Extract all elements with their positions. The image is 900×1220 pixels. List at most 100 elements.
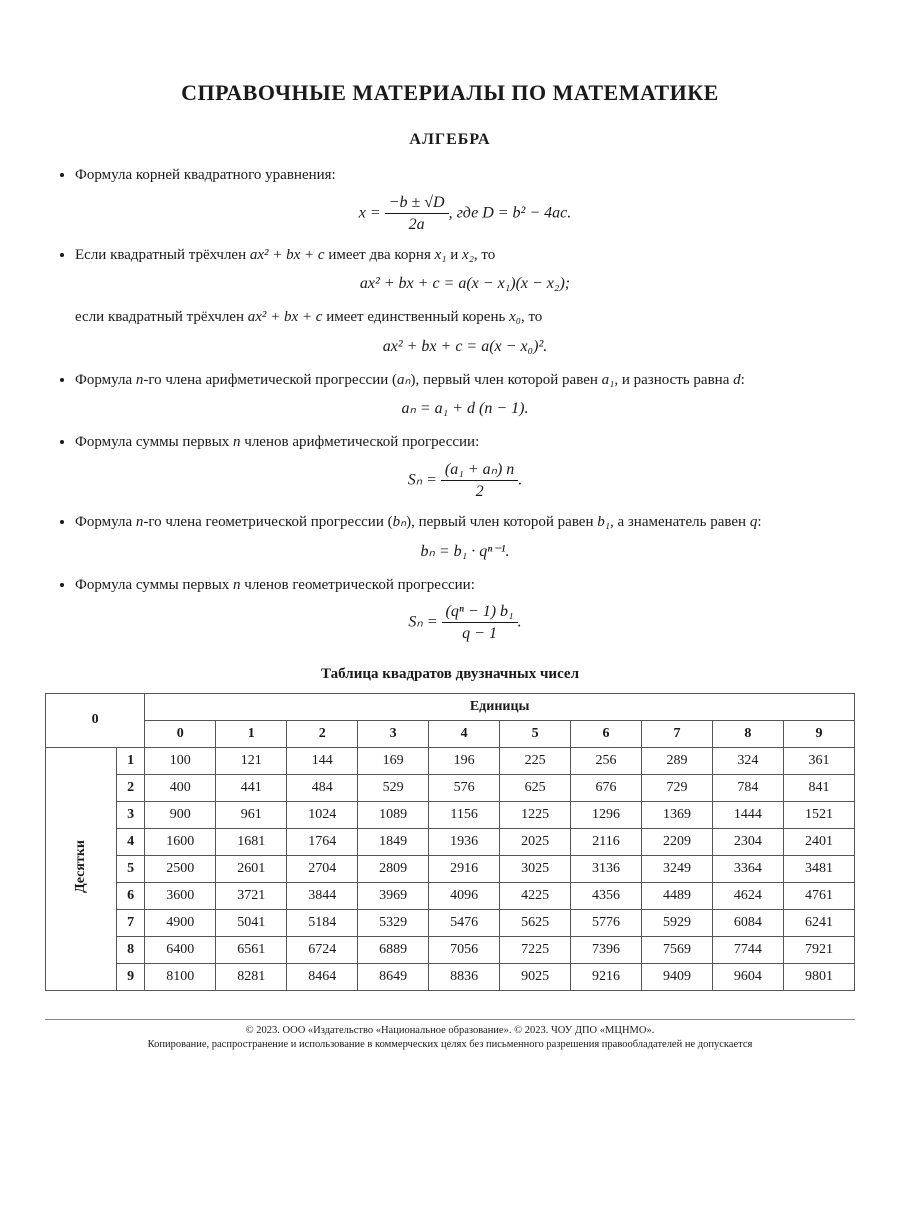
table-cell: 6724 bbox=[287, 936, 358, 963]
formula-fraction: −b ± √D 2a bbox=[385, 193, 449, 234]
col-header: 9 bbox=[783, 720, 854, 747]
var: x₀ bbox=[509, 309, 521, 325]
fraction-num: (a₁ + aₙ) n bbox=[441, 460, 518, 481]
table-cell: 8836 bbox=[429, 963, 500, 990]
table-cell: 1296 bbox=[571, 801, 642, 828]
table-cell: 256 bbox=[571, 747, 642, 774]
continuation: если квадратный трёхчлен ax² + bx + c им… bbox=[75, 306, 855, 329]
table-cell: 4900 bbox=[145, 909, 216, 936]
formula-arith-term: aₙ = a₁ + d (n − 1). bbox=[75, 397, 855, 421]
table-cell: 9801 bbox=[783, 963, 854, 990]
table-cell: 3249 bbox=[642, 855, 713, 882]
table-cell: 361 bbox=[783, 747, 854, 774]
table-cell: 2304 bbox=[712, 828, 783, 855]
table-cell: 6561 bbox=[216, 936, 287, 963]
table-cell: 121 bbox=[216, 747, 287, 774]
table-cell: 3364 bbox=[712, 855, 783, 882]
table-cell: 1444 bbox=[712, 801, 783, 828]
col-header: 0 bbox=[145, 720, 216, 747]
text: , то bbox=[474, 247, 495, 263]
table-cell: 5329 bbox=[358, 909, 429, 936]
squares-table: 0Единицы0123456789Десятки110012114416919… bbox=[45, 693, 855, 991]
var: x₁ bbox=[435, 247, 447, 263]
table-cell: 9409 bbox=[642, 963, 713, 990]
formula-tail: , где D = b² − 4ac. bbox=[449, 204, 572, 221]
formula-tail: . bbox=[518, 471, 522, 488]
var: n bbox=[233, 577, 241, 593]
footer-line-2: Копирование, распространение и использов… bbox=[45, 1038, 855, 1052]
bullet-list: Формула корней квадратного уравнения: x … bbox=[45, 164, 855, 644]
table-cell: 400 bbox=[145, 774, 216, 801]
table-cell: 441 bbox=[216, 774, 287, 801]
formula-geom-term: bₙ = b₁ · qⁿ⁻¹. bbox=[75, 540, 855, 564]
table-cell: 4761 bbox=[783, 882, 854, 909]
table-cell: 484 bbox=[287, 774, 358, 801]
table-cell: 9025 bbox=[500, 963, 571, 990]
table-cell: 1225 bbox=[500, 801, 571, 828]
table-cell: 8649 bbox=[358, 963, 429, 990]
table-cell: 2025 bbox=[500, 828, 571, 855]
var: n bbox=[233, 434, 241, 450]
row-header: 4 bbox=[116, 828, 144, 855]
squares-table-title: Таблица квадратов двузначных чисел bbox=[45, 666, 855, 683]
bullet-arith-term: Формула n-го члена арифметической прогре… bbox=[75, 369, 855, 422]
fraction-den: 2a bbox=[385, 214, 449, 234]
table-cell: 729 bbox=[642, 774, 713, 801]
fraction-num: −b ± √D bbox=[385, 193, 449, 214]
table-cell: 3721 bbox=[216, 882, 287, 909]
text: , а знаменатель равен bbox=[610, 514, 750, 530]
table-cell: 784 bbox=[712, 774, 783, 801]
col-header: 6 bbox=[571, 720, 642, 747]
formula-quadratic: x = −b ± √D 2a , где D = b² − 4ac. bbox=[75, 193, 855, 234]
table-cell: 6241 bbox=[783, 909, 854, 936]
row-header: 6 bbox=[116, 882, 144, 909]
table-cell: 144 bbox=[287, 747, 358, 774]
table-cell: 5776 bbox=[571, 909, 642, 936]
table-cell: 169 bbox=[358, 747, 429, 774]
table-cell: 2704 bbox=[287, 855, 358, 882]
table-cell: 3844 bbox=[287, 882, 358, 909]
table-cell: 4624 bbox=[712, 882, 783, 909]
row-header: 3 bbox=[116, 801, 144, 828]
page-title: СПРАВОЧНЫЕ МАТЕРИАЛЫ ПО МАТЕМАТИКЕ bbox=[45, 80, 855, 106]
table-cell: 7225 bbox=[500, 936, 571, 963]
col-header: 5 bbox=[500, 720, 571, 747]
bullet-text: Формула корней квадратного уравнения: bbox=[75, 167, 336, 183]
text: ), первый член которой равен bbox=[406, 514, 597, 530]
bullet-quadratic-roots: Формула корней квадратного уравнения: x … bbox=[75, 164, 855, 234]
table-cell: 4225 bbox=[500, 882, 571, 909]
table-cell: 841 bbox=[783, 774, 854, 801]
text: и bbox=[447, 247, 463, 263]
table-cell: 5184 bbox=[287, 909, 358, 936]
text: если квадратный трёхчлен bbox=[75, 309, 248, 325]
table-cell: 7744 bbox=[712, 936, 783, 963]
text: имеет единственный корень bbox=[322, 309, 509, 325]
bullet-geom-sum: Формула суммы первых n членов геометриче… bbox=[75, 574, 855, 644]
formula-lhs: Sₙ = bbox=[408, 614, 437, 631]
table-cell: 2209 bbox=[642, 828, 713, 855]
table-cell: 8281 bbox=[216, 963, 287, 990]
table-cell: 8100 bbox=[145, 963, 216, 990]
table-cell: 6400 bbox=[145, 936, 216, 963]
table-cell: 2601 bbox=[216, 855, 287, 882]
row-header: 5 bbox=[116, 855, 144, 882]
text: Если квадратный трёхчлен bbox=[75, 247, 250, 263]
formula-lhs: Sₙ = bbox=[408, 471, 437, 488]
text: Формула bbox=[75, 514, 136, 530]
var: bₙ bbox=[393, 514, 406, 530]
formula-two-roots: ax² + bx + c = a(x − x₁)(x − x₂); bbox=[75, 272, 855, 296]
table-cell: 529 bbox=[358, 774, 429, 801]
table-cell: 324 bbox=[712, 747, 783, 774]
table-cell: 5041 bbox=[216, 909, 287, 936]
table-cell: 6889 bbox=[358, 936, 429, 963]
text: имеет два корня bbox=[325, 247, 435, 263]
table-cell: 5476 bbox=[429, 909, 500, 936]
table-cell: 900 bbox=[145, 801, 216, 828]
fraction-num: (qⁿ − 1) b₁ bbox=[442, 602, 518, 623]
formula-arith-sum: Sₙ = (a₁ + aₙ) n 2 . bbox=[75, 460, 855, 501]
col-header: 1 bbox=[216, 720, 287, 747]
table-cell: 1024 bbox=[287, 801, 358, 828]
row-header: 1 bbox=[116, 747, 144, 774]
table-cell: 9604 bbox=[712, 963, 783, 990]
col-header: 8 bbox=[712, 720, 783, 747]
